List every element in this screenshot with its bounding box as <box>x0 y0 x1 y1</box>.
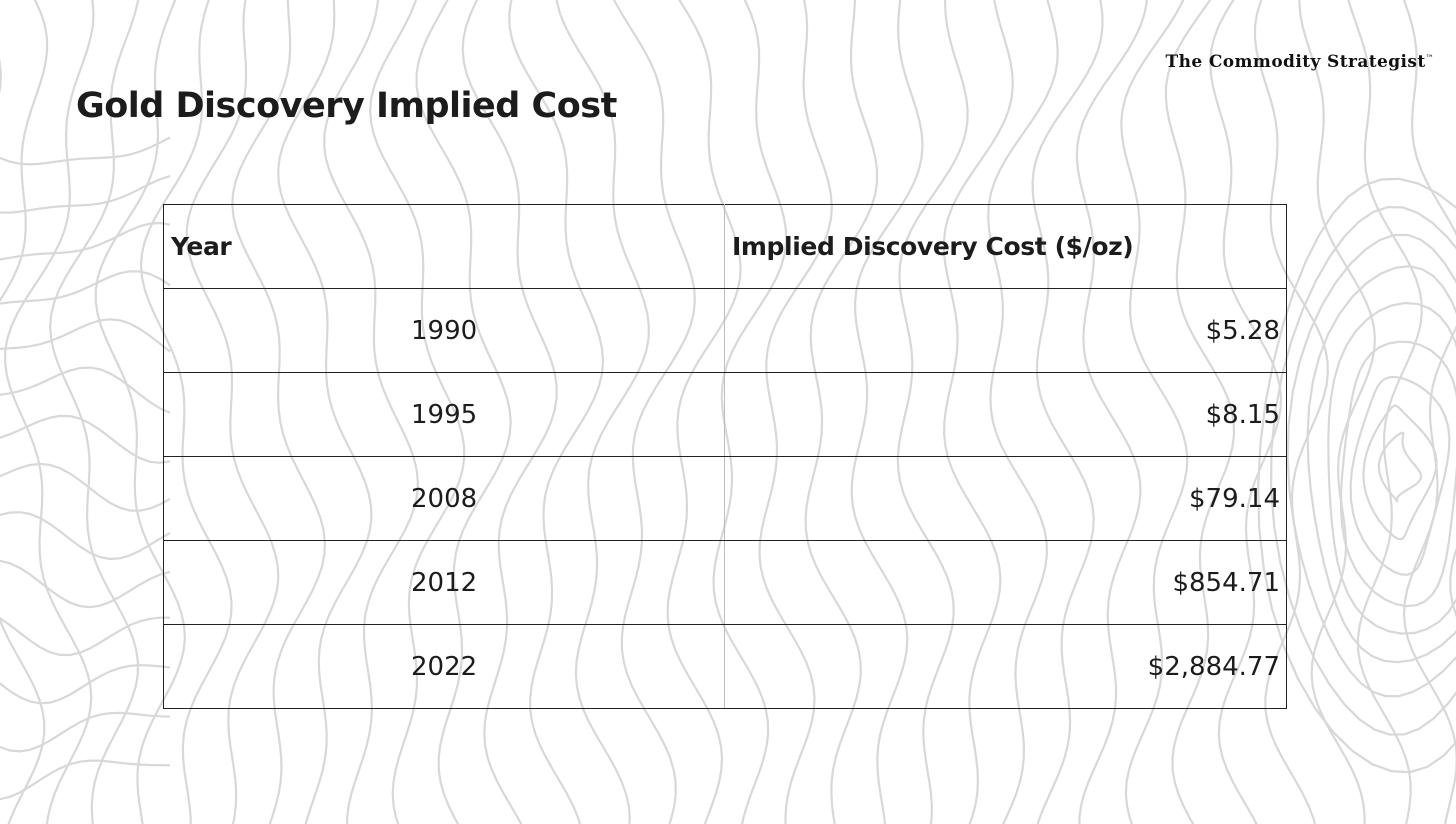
column-header-year: Year <box>163 204 725 289</box>
year-cell: 2008 <box>163 456 725 541</box>
year-cell: 2012 <box>163 540 725 625</box>
year-cell: 1990 <box>163 288 725 373</box>
contour-line <box>0 462 171 512</box>
contour-line <box>0 711 171 753</box>
column-header-cost: Implied Discovery Cost ($/oz) <box>724 204 1287 289</box>
contour-line <box>0 318 171 353</box>
contour-line <box>0 0 49 824</box>
year-cell: 2022 <box>163 624 725 709</box>
page-title: Gold Discovery Implied Cost <box>76 86 617 126</box>
cost-cell: $854.71 <box>724 540 1287 625</box>
discovery-cost-table: Year Implied Discovery Cost ($/oz) 1990 … <box>163 204 1287 709</box>
contour-line <box>1347 0 1423 824</box>
contour-loop <box>1286 233 1456 698</box>
contour-line <box>3 0 95 824</box>
trademark-symbol: ™ <box>1425 53 1434 63</box>
table-row: 2012 $854.71 <box>163 540 1287 625</box>
contour-line <box>1402 0 1456 824</box>
contour-line <box>0 664 171 705</box>
contour-line <box>0 136 171 166</box>
cost-cell: $2,884.77 <box>724 624 1287 709</box>
table-row: 2008 $79.14 <box>163 456 1287 541</box>
table-row: 1990 $5.28 <box>163 288 1287 373</box>
contour-loop <box>1327 301 1456 635</box>
cost-cell: $5.28 <box>724 288 1287 373</box>
contour-line <box>0 511 171 561</box>
cost-cell: $79.14 <box>724 456 1287 541</box>
contour-loop <box>1362 404 1438 541</box>
table-row: 2022 $2,884.77 <box>163 624 1287 709</box>
table-row: 1995 $8.15 <box>163 372 1287 457</box>
contour-loop <box>1339 340 1456 608</box>
contour-loop <box>1377 431 1423 503</box>
brand-name: The Commodity Strategist <box>1165 52 1426 72</box>
contour-line <box>0 175 171 214</box>
contour-line <box>0 559 171 609</box>
cost-cell: $8.15 <box>724 372 1287 457</box>
year-cell: 1995 <box>163 372 725 457</box>
contour-line <box>1298 0 1377 824</box>
contour-line <box>0 616 170 657</box>
brand-logo: The Commodity Strategist™ <box>1166 52 1434 72</box>
contour-line <box>0 270 171 305</box>
contour-line <box>0 58 2 95</box>
contour-line <box>0 366 171 414</box>
contour-line <box>49 0 140 824</box>
contour-line <box>0 414 171 464</box>
contour-line <box>0 221 171 261</box>
table-header-row: Year Implied Discovery Cost ($/oz) <box>163 204 1287 289</box>
contour-loop <box>1349 375 1451 576</box>
contour-line <box>0 759 171 801</box>
contour-loop <box>1306 265 1456 664</box>
